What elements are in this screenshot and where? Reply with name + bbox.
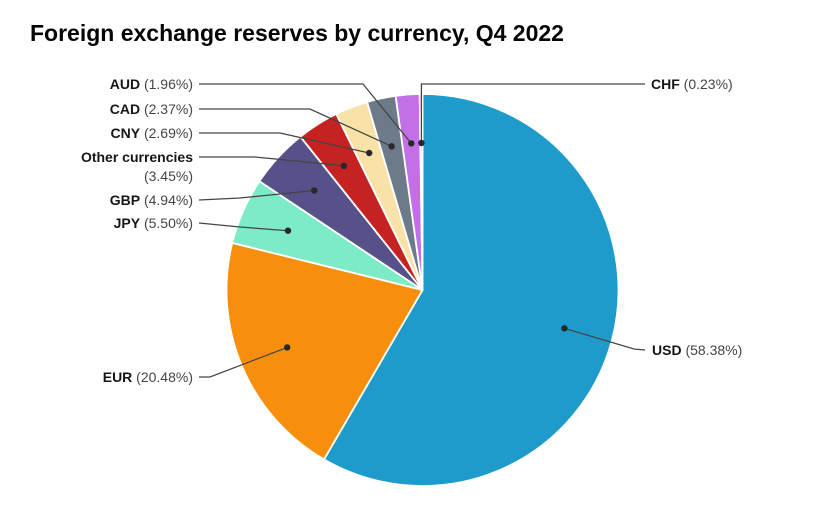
leader-dots-group [284,139,568,351]
slice-label-percent: (2.69%) [140,124,193,141]
slice-label-code: AUD [109,75,141,92]
leader-line-usd [564,327,646,351]
chart-title: Foreign exchange reserves by currency, Q… [30,20,564,46]
slice-label-chf: CHF (0.23%) [651,75,733,94]
pie-slices-group [225,93,620,487]
slice-label-percent: (0.23%) [679,75,733,92]
slice-label-code: Other currencies [80,148,193,165]
leader-dot-jpy [284,227,292,234]
pie-slice-usd[interactable] [323,93,620,487]
slice-label-code: CHF [651,75,680,92]
slice-label-cny: CNY (2.69%) [111,124,193,143]
slice-label-eur: EUR (20.48%) [103,368,193,387]
leader-line-jpy [198,222,289,232]
leader-dot-usd [561,325,568,332]
slice-label-code: USD [652,341,682,358]
leader-dot-chf [418,139,425,147]
slice-label-code: JPY [113,214,141,231]
slice-label-percent: (4.94%) [140,191,193,208]
slice-label-percent: (58.38%) [681,341,743,358]
leader-dot-cad [388,143,395,150]
leader-lines-group [198,83,646,378]
leader-dot-cny [366,149,373,157]
leader-dot-eur [284,344,291,351]
leader-line-aud [199,83,412,144]
slice-label-code: EUR [102,368,133,385]
leader-dot-gbp [311,187,318,194]
leader-line-gbp [198,189,315,201]
leader-line-cad [199,108,392,147]
pie-slice-eur[interactable] [225,242,424,461]
leader-dot-aud [408,140,415,147]
slice-label-cad: CAD (2.37%) [110,100,193,119]
slice-label-usd: USD (58.38%) [652,341,742,360]
leader-line-cny [199,132,370,154]
slice-label-jpy: JPY (5.50%) [114,214,193,233]
slice-label-percent: (2.37%) [140,100,193,117]
slice-label-percent: (5.50%) [140,214,193,231]
leader-line-eur [199,346,288,378]
slice-label-code: GBP [109,191,141,208]
slice-label-gbp: GBP (4.94%) [110,191,193,210]
leader-dot-other-currencies [340,162,348,169]
slice-label-percent: (20.48%) [132,368,193,385]
slice-label-percent: (1.96%) [140,75,193,92]
leader-line-other-currencies [199,156,344,167]
leader-line-chf [420,83,645,143]
slice-label-code: CAD [109,100,141,117]
slice-label-code: CNY [110,124,141,141]
slice-label-aud: AUD (1.96%) [110,75,193,94]
slice-label-percent: (3.45%) [143,167,193,184]
slice-label-other-currencies: Other currencies (3.45%) [81,148,193,186]
